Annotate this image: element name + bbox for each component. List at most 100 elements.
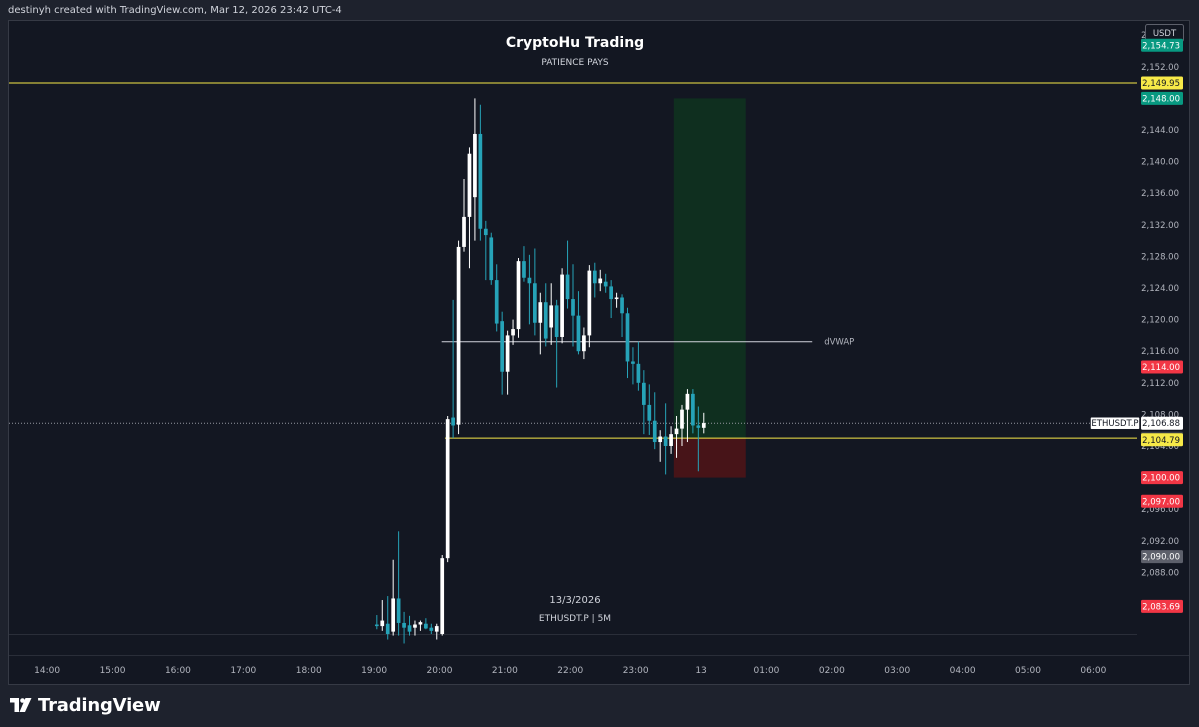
price-badge-value: 2,154.73 <box>1142 41 1180 51</box>
price-badge-value: 2,100.00 <box>1142 474 1180 484</box>
price-badge <box>1141 471 1183 485</box>
price-tick-label: 2,096.00 <box>1141 505 1179 515</box>
candle-body <box>669 434 673 446</box>
price-tick-label: 2,136.00 <box>1141 189 1179 199</box>
chart-frame[interactable]: dVWAP CryptoHu Trading PATIENCE PAYS 13/3/… <box>8 20 1190 685</box>
candle-body <box>456 246 461 425</box>
candle-body <box>445 419 450 559</box>
price-tick-label: 2,112.00 <box>1141 379 1179 389</box>
price-badge-value: 2,114.00 <box>1142 363 1180 373</box>
price-badge <box>1141 76 1183 90</box>
candle-body <box>685 393 690 410</box>
time-tick-label: 02:00 <box>819 666 845 676</box>
price-tick-label: 2,140.00 <box>1141 158 1179 168</box>
time-tick-label: 16:00 <box>165 666 191 676</box>
candle-body <box>691 393 695 426</box>
candle-body <box>549 305 554 328</box>
price-tick-label: 2,116.00 <box>1141 347 1179 357</box>
price-tick-label: 2,132.00 <box>1141 221 1179 231</box>
candle-body <box>396 598 401 623</box>
candle-body <box>582 335 586 352</box>
symbol-badge <box>1090 416 1140 430</box>
candle-body <box>391 598 396 632</box>
chart-title: CryptoHu Trading <box>506 35 644 51</box>
price-badge <box>1141 38 1183 52</box>
candle-body <box>522 261 526 278</box>
candle-body <box>451 417 455 426</box>
price-badge <box>1141 433 1183 447</box>
price-badge <box>1141 91 1183 105</box>
price-tick-label: 2,124.00 <box>1141 284 1179 294</box>
candle-body <box>609 286 613 300</box>
price-badge-value: 2,148.00 <box>1142 94 1180 104</box>
candle-body <box>538 302 543 323</box>
candle-body <box>636 363 641 383</box>
time-tick-label: 20:00 <box>427 666 453 676</box>
candle-body <box>516 261 521 330</box>
time-tick-label: 23:00 <box>623 666 649 676</box>
time-tick-label: 14:00 <box>34 666 60 676</box>
candle-body <box>674 428 679 435</box>
price-badge-value: 2,083.69 <box>1142 602 1180 612</box>
candle-body <box>505 335 510 372</box>
time-tick-label: 01:00 <box>753 666 779 676</box>
price-badge <box>1141 416 1183 430</box>
chart-subtitle: PATIENCE PAYS <box>541 58 609 68</box>
time-tick-label: 04:00 <box>950 666 976 676</box>
candle-body <box>429 627 434 631</box>
candle-body <box>625 313 630 362</box>
candle-body <box>374 624 379 627</box>
time-tick-label: 18:00 <box>296 666 322 676</box>
time-tick-label: 06:00 <box>1080 666 1106 676</box>
price-tick-label: 2,120.00 <box>1141 316 1179 326</box>
candle-body <box>543 302 548 339</box>
tradingview-logo-icon <box>10 698 32 712</box>
price-badge <box>1141 599 1183 613</box>
price-tick-label: 2,108.00 <box>1141 410 1179 420</box>
candle-body <box>407 625 412 632</box>
chart-background <box>9 21 1189 684</box>
candle-body <box>560 274 564 337</box>
time-tick-label: 15:00 <box>100 666 126 676</box>
time-tick-label: 22:00 <box>557 666 583 676</box>
price-tick-label: 2,152.00 <box>1141 63 1179 73</box>
time-tick-label: 19:00 <box>361 666 387 676</box>
candle-body <box>467 153 472 217</box>
dvwap-label: dVWAP <box>824 338 854 348</box>
candle-body <box>620 297 624 314</box>
time-tick-label: 21:00 <box>492 666 518 676</box>
candle-body <box>598 278 603 284</box>
time-tick-label: 03:00 <box>884 666 910 676</box>
chart-caption: destinyh created with TradingView.com, M… <box>8 5 342 16</box>
candle-body <box>527 277 532 284</box>
watermark-symbol: ETHUSDT.P | 5M <box>539 614 611 624</box>
candlestick-chart[interactable]: dVWAP CryptoHu Trading PATIENCE PAYS 13/3/… <box>9 21 1189 684</box>
candle-body <box>440 558 445 634</box>
price-badge <box>1141 360 1183 374</box>
symbol-badge-label: ETHUSDT.P <box>1091 419 1138 429</box>
candle-body <box>478 133 483 229</box>
price-badge-value: 2,104.79 <box>1142 436 1180 446</box>
time-tick-label: 17:00 <box>230 666 256 676</box>
price-tick-label: 2,104.00 <box>1141 442 1179 452</box>
price-tick-label: 2,088.00 <box>1141 568 1179 578</box>
candle-body <box>380 620 385 627</box>
profit-zone <box>673 98 746 439</box>
candle-body <box>658 436 663 443</box>
price-badge-value: 2,149.95 <box>1142 79 1180 89</box>
candle-body <box>554 305 559 337</box>
price-badge-value: 2,106.88 <box>1142 419 1180 429</box>
candle-body <box>680 409 684 429</box>
time-tick-label: 13 <box>695 666 706 676</box>
candle-body <box>402 622 406 628</box>
candle-body <box>614 297 619 300</box>
price-badge <box>1141 494 1183 508</box>
candle-body <box>418 622 423 625</box>
currency-label: USDT <box>1153 29 1177 39</box>
candle-body <box>587 270 592 336</box>
price-tick-label: 2,092.00 <box>1141 537 1179 547</box>
candle-body <box>483 228 488 236</box>
candle-body <box>641 382 646 405</box>
price-badge <box>1141 550 1183 564</box>
loss-zone <box>673 438 746 478</box>
